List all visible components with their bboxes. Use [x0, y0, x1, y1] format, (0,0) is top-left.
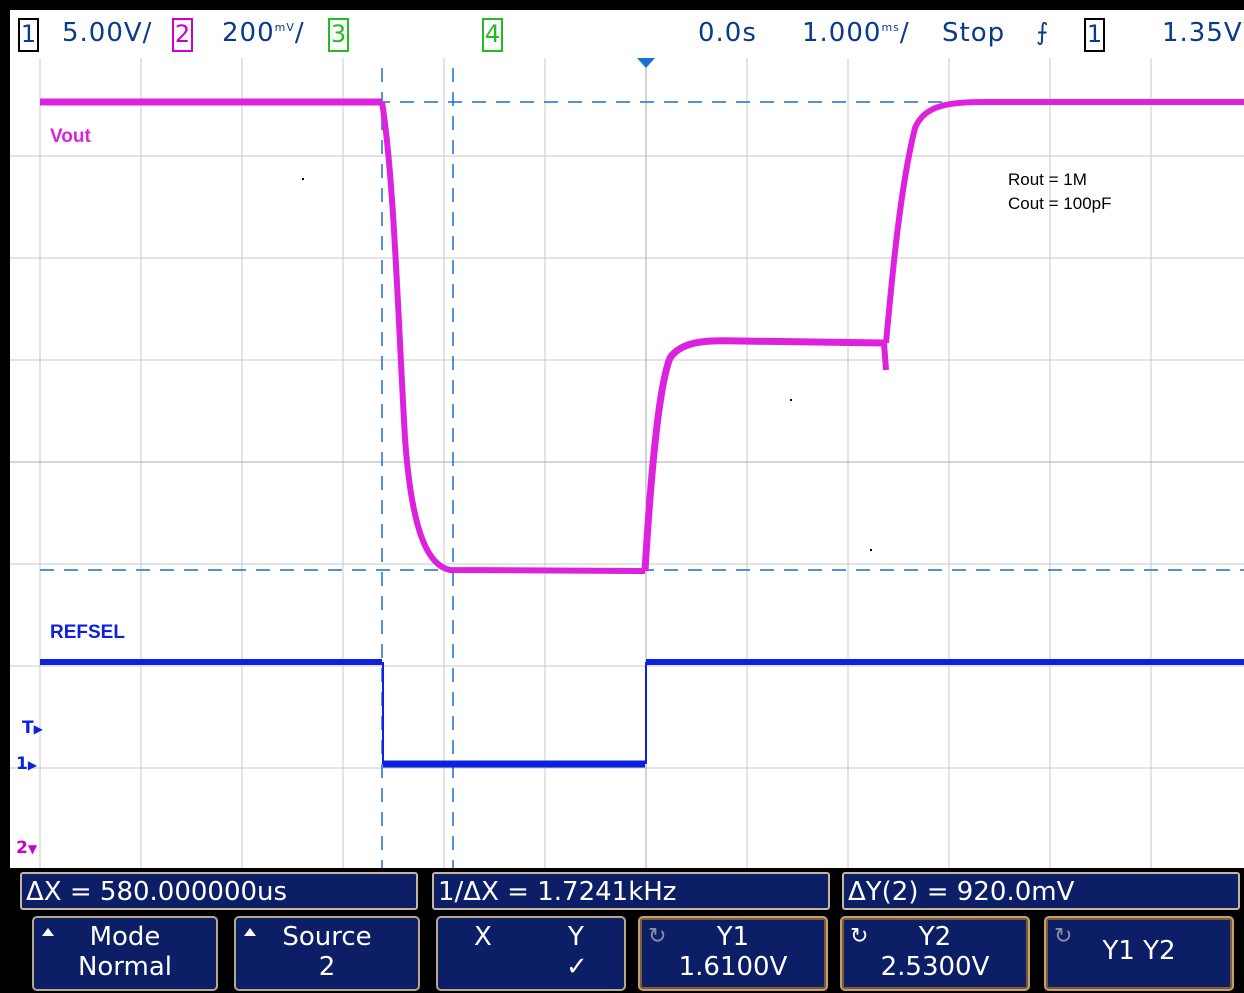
channel-1-scale: 5.00V/ — [62, 18, 153, 48]
channel-2-scale-slash: / — [294, 18, 305, 48]
y1-y2-label: Y1 Y2 — [1102, 936, 1176, 966]
trigger-source-indicator[interactable]: 1 — [1084, 18, 1105, 52]
circuit-annotation: Rout = 1M Cout = 100pF — [1008, 168, 1112, 216]
source-title: Source — [282, 922, 372, 952]
channel-2-indicator[interactable]: 2 — [172, 18, 193, 52]
channel-4-indicator[interactable]: 4 — [482, 18, 503, 52]
trigger-level-marker[interactable]: T▶ — [22, 718, 43, 738]
channel-1-indicator[interactable]: 1 — [18, 18, 39, 52]
channel-2-scale-value: 200 — [222, 18, 275, 48]
y1-y2-softkey[interactable]: ↻ Y1 Y2 — [1044, 916, 1234, 991]
run-state: Stop — [942, 18, 1006, 48]
rotate-knob-icon: ↻ — [1054, 924, 1073, 949]
channel-1-ground-marker[interactable]: 1▶ — [16, 754, 38, 774]
mode-softkey[interactable]: Mode Normal — [32, 916, 218, 991]
rotate-knob-icon: ↻ — [850, 924, 869, 949]
timebase-unit: ms — [881, 21, 900, 34]
graticule-and-traces — [10, 58, 1244, 868]
inverse-delta-x-readout: 1/ΔX = 1.7241kHz — [432, 872, 830, 910]
menu-arrow-icon — [42, 928, 54, 936]
timebase-value: 1.000 — [802, 18, 882, 48]
refsel-label: REFSEL — [50, 622, 125, 643]
vout-trace — [40, 98, 1244, 574]
status-bar: 1 5.00V/ 2 200mV/ 3 4 0.0s 1.000ms/ Stop… — [10, 10, 1244, 58]
y2-title: Y2 — [918, 922, 952, 952]
timebase: 1.000ms/ — [802, 18, 910, 48]
channel-2-ground-marker[interactable]: 2▼ — [16, 838, 38, 858]
delta-y-readout: ΔY(2) = 920.0mV — [842, 872, 1240, 910]
rotate-knob-icon: ↻ — [648, 924, 667, 949]
graticule-grid — [10, 58, 1244, 868]
menu-arrow-icon — [244, 928, 256, 936]
channel-2-scale: 200mV/ — [222, 18, 305, 48]
source-value: 2 — [318, 952, 336, 982]
waveform-screen[interactable]: Vout REFSEL Rout = 1M Cout = 100pF T▶ 1▶… — [10, 58, 1244, 868]
delta-x-readout: ΔX = 580.000000us — [20, 872, 418, 910]
trigger-level: 1.35V — [1162, 18, 1243, 48]
trigger-position-marker[interactable] — [637, 58, 655, 68]
xy-softkey[interactable]: X Y ✓ — [436, 916, 626, 991]
refsel-trace — [40, 659, 1244, 768]
y-option: Y — [568, 922, 584, 952]
y1-cursor-softkey[interactable]: ↻ Y1 1.6100V — [638, 916, 828, 991]
rising-edge-icon: ⨍ — [1036, 18, 1050, 46]
softkey-bar: Mode Normal Source 2 X Y ✓ ↻ Y1 1.6100V … — [10, 912, 1244, 993]
annotation-rout: Rout = 1M — [1008, 170, 1087, 189]
source-softkey[interactable]: Source 2 — [234, 916, 420, 991]
annotation-cout: Cout = 100pF — [1008, 194, 1112, 213]
x-option: X — [474, 922, 492, 952]
y-selected-check-icon: ✓ — [566, 952, 588, 982]
channel-3-indicator[interactable]: 3 — [328, 18, 349, 52]
channel-2-scale-unit: mV — [274, 21, 295, 34]
y2-value: 2.5300V — [880, 952, 990, 982]
display-noise-dots — [302, 178, 872, 551]
trigger-delay: 0.0s — [698, 18, 757, 48]
y1-title: Y1 — [716, 922, 750, 952]
mode-title: Mode — [89, 922, 161, 952]
y2-cursor-softkey[interactable]: ↻ Y2 2.5300V — [840, 916, 1030, 991]
vout-label: Vout — [50, 126, 91, 147]
mode-value: Normal — [77, 952, 173, 982]
timebase-slash: / — [899, 18, 910, 48]
y1-value: 1.6100V — [678, 952, 788, 982]
